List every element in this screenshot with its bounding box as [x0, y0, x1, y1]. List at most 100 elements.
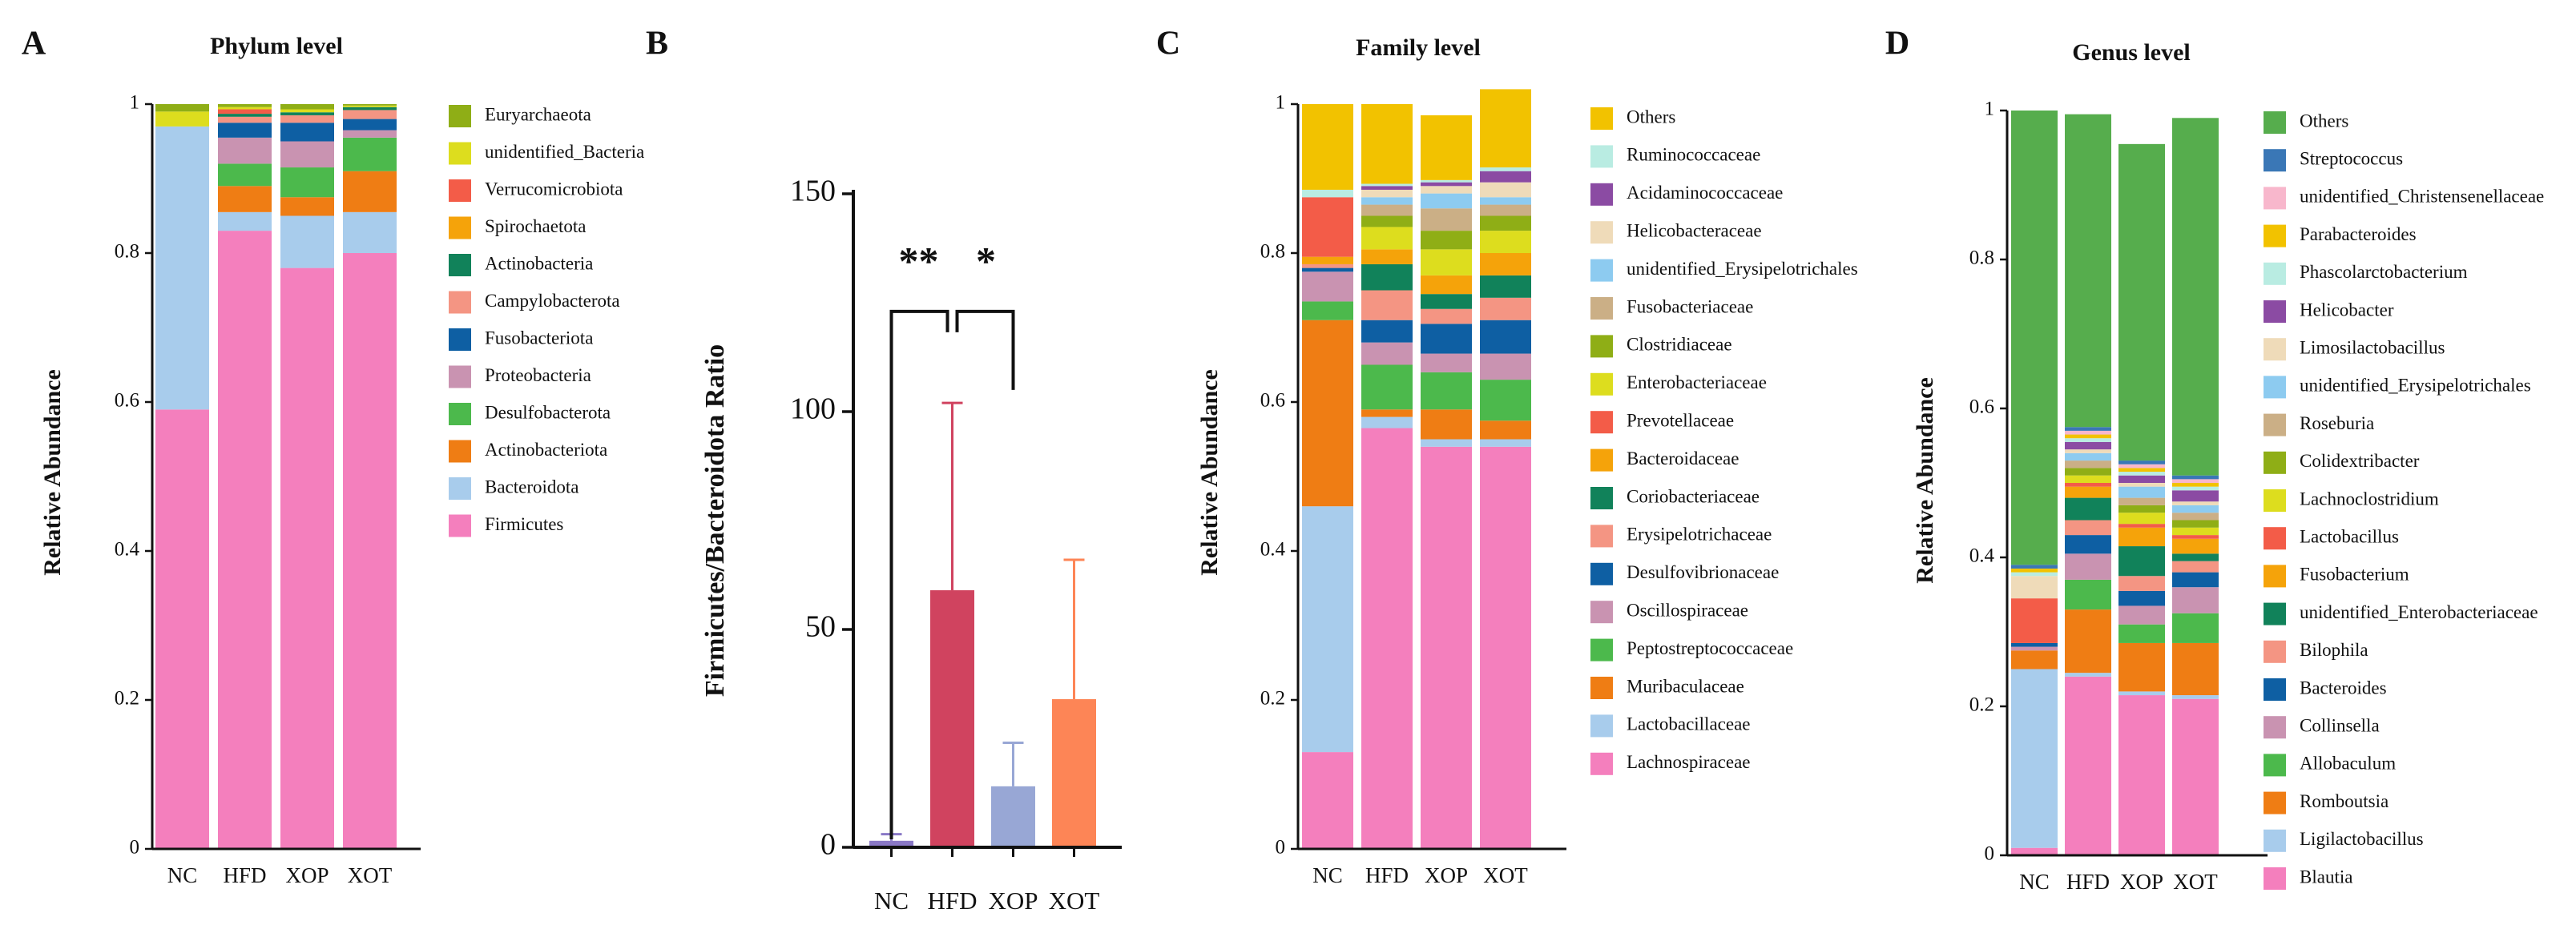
panel-d-bar-nc-blautia: [2011, 847, 2058, 855]
panel-d-bar-xop-unidentified-enterobacteriaceae: [2118, 546, 2165, 577]
panel-c-legend-label-others: Others: [1627, 107, 1675, 127]
panel-c-legend-label-prevotellaceae: Prevotellaceae: [1627, 410, 1734, 430]
panel-c-ytick-label: 0.2: [1260, 688, 1285, 710]
panel-a-bar-xot-actinobacteria: [343, 107, 397, 111]
panel-c-bar-xot-enterobacteriaceae: [1480, 231, 1531, 253]
panel-d-legend-label-lactobacillus: Lactobacillus: [2300, 526, 2399, 546]
panel-d-bar-xot-allobaculum: [2172, 613, 2219, 643]
panel-d-ylabel: Relative Abundance: [1912, 377, 1938, 584]
panel-a-bar-hfd-fusobacteriota: [218, 123, 272, 138]
panel-a-legend-swatch-verrucomicrobiota: [449, 179, 471, 202]
panel-a-letter: A: [22, 26, 46, 62]
panel-d-legend-swatch-lactobacillus: [2264, 527, 2286, 550]
panel-d-bar-hfd-streptococcus: [2065, 427, 2111, 431]
panel-d-bar-nc-others: [2011, 111, 2058, 565]
panel-d-legend-swatch-helicobacter: [2264, 300, 2286, 323]
panel-a-bar-xop-bacteroidota: [280, 215, 334, 268]
panel-d-bar-nc-ligilactobacillus: [2011, 669, 2058, 848]
panel-c-bar-hfd-desulfovibrionaceae: [1361, 320, 1413, 343]
panel-a-bar-xop-proteobacteria: [280, 141, 334, 168]
panel-d-legend-swatch-bilophila: [2264, 640, 2286, 663]
panel-a-ylabel: Relative Abundance: [39, 369, 66, 576]
panel-c-bar-xop-fusobacteriaceae: [1421, 208, 1472, 231]
panel-c-bar-nc-others: [1302, 104, 1353, 190]
panel-d-bar-xot-others: [2172, 118, 2219, 476]
panel-d-legend-label-unidentified-enterobacteriaceae: unidentified_Enterobacteriaceae: [2300, 602, 2538, 622]
panel-b-sig-label-nc-hfd: **: [899, 238, 939, 283]
panel-d-xtick-xot: XOT: [2173, 870, 2218, 894]
panel-b-sig-bracket-hfd-xop: [955, 309, 1015, 390]
panel-a-bar-xot-fusobacteriota: [343, 119, 397, 131]
panel-c-bar-nc-bacteroidaceae: [1302, 256, 1353, 264]
panel-c-bar-xop-peptostreptococcaceae: [1421, 372, 1472, 410]
panel-a-legend-swatch-euryarchaeota: [449, 105, 471, 127]
panel-c-bar-hfd-coriobacteriaceae: [1361, 263, 1413, 291]
panel-c-bar-hfd-unidentified-erysipelotrichales: [1361, 197, 1413, 205]
panel-c-legend-swatch-peptostreptococcaceae: [1590, 638, 1613, 661]
panel-c-bar-hfd-fusobacteriaceae: [1361, 204, 1413, 216]
panel-a-bar-hfd-bacteroidota: [218, 211, 272, 231]
panel-b-ytick-label: 0: [820, 828, 836, 862]
panel-c-bar-xop-bacteroidaceae: [1421, 275, 1472, 295]
panel-c-bar-hfd-clostridiaceae: [1361, 215, 1413, 227]
panel-c-bar-xot-desulfovibrionaceae: [1480, 320, 1531, 354]
panel-a-xtick-nc: NC: [167, 863, 198, 887]
panel-d-bar-hfd-parabacteroides: [2065, 434, 2111, 439]
panel-c-ytick-label: 0.4: [1260, 539, 1286, 561]
panel-a-legend-swatch-firmicutes: [449, 514, 471, 537]
panel-c-bar-nc-peptostreptococcaceae: [1302, 301, 1353, 320]
panel-c-bar-nc-muribaculaceae: [1302, 320, 1353, 507]
panel-a-bar-xot-desulfobacterota: [343, 137, 397, 171]
panel-d-legend-swatch-parabacteroides: [2264, 224, 2286, 247]
panel-c-legend-swatch-oscillospiraceae: [1590, 601, 1613, 624]
panel-c-bar-hfd-peptostreptococcaceae: [1361, 364, 1413, 410]
panel-c-legend-swatch-erysipelotrichaceae: [1590, 525, 1613, 548]
panel-d-legend-label-collinsella: Collinsella: [2300, 715, 2380, 735]
panel-d-bar-nc-collinsella: [2011, 646, 2058, 651]
panel-a-legend-swatch-bacteroidota: [449, 477, 471, 500]
panel-c-bar-hfd-bacteroidaceae: [1361, 249, 1413, 264]
panel-b-ytick-label: 100: [790, 392, 836, 426]
panel-c-legend-label-lactobacillaceae: Lactobacillaceae: [1627, 714, 1751, 734]
panel-a-bar-xot-unidentified-bacteria: [343, 105, 397, 107]
panel-c-legend-label-coriobacteriaceae: Coriobacteriaceae: [1627, 486, 1760, 506]
panel-d-bar-hfd-unidentified-christensenellaceae: [2065, 430, 2111, 435]
panel-b-ytick-label: 150: [790, 175, 836, 208]
panel-b-bar-hfd: [930, 590, 974, 847]
panel-d-bar-xop-romboutsia: [2118, 642, 2165, 692]
panel-c-bar-xop-acidaminococcaceae: [1421, 182, 1472, 187]
panel-c-legend-swatch-prevotellaceae: [1590, 411, 1613, 434]
panel-c-bar-xot-lachnospiraceae: [1480, 446, 1531, 849]
panel-c-bar-xop-clostridiaceae: [1421, 231, 1472, 250]
panel-d-bar-hfd-phascolarctobacterium: [2065, 438, 2111, 442]
panel-d-bar-xot-unidentified-enterobacteriaceae: [2172, 553, 2219, 561]
panel-a-bar-hfd-actinobacteriota: [218, 186, 272, 212]
panel-d-bar-xot-phascolarctobacterium: [2172, 486, 2219, 491]
panel-d-bar-xot-collinsella: [2172, 587, 2219, 613]
panel-c-bar-nc-erysipelotrichaceae: [1302, 263, 1353, 268]
panel-c-bar-xop-oscillospiraceae: [1421, 353, 1472, 372]
panel-d-bar-nc-phascolarctobacterium: [2011, 572, 2058, 577]
panel-d-bar-xot-lachnoclostridium: [2172, 527, 2219, 536]
panel-a-legend-swatch-actinobacteria: [449, 254, 471, 276]
panel-d-xtick-hfd: HFD: [2066, 870, 2110, 894]
panel-c-bar-nc-prevotellaceae: [1302, 197, 1353, 257]
panel-c-bar-xot-fusobacteriaceae: [1480, 204, 1531, 216]
panel-c-bar-xot-peptostreptococcaceae: [1480, 380, 1531, 421]
panel-d-legend-swatch-bacteroides: [2264, 678, 2286, 701]
panel-d-bar-xop-parabacteroides: [2118, 468, 2165, 472]
panel-a-bar-hfd-firmicutes: [218, 231, 272, 850]
panel-a-title: Phylum level: [210, 33, 343, 59]
panel-d-bar-nc-streptococcus: [2011, 565, 2058, 569]
panel-a-bar-hfd-proteobacteria: [218, 137, 272, 164]
panel-a-legend-label-bacteroidota: Bacteroidota: [485, 477, 579, 497]
panel-d-legend-swatch-ligilactobacillus: [2264, 829, 2286, 852]
panel-d-bar-xot-lactobacillus: [2172, 535, 2219, 539]
panel-d-bar-xot-bilophila: [2172, 561, 2219, 573]
panel-b-xtick-xot: XOT: [1049, 887, 1100, 915]
panel-a-bar-nc-firmicutes: [155, 409, 209, 849]
panel-d-bar-xop-others: [2118, 143, 2165, 461]
panel-c-bar-xot-lactobacillaceae: [1480, 439, 1531, 447]
panel-d-bar-hfd-romboutsia: [2065, 609, 2111, 674]
panel-d-legend-label-limosilactobacillus: Limosilactobacillus: [2300, 337, 2445, 357]
